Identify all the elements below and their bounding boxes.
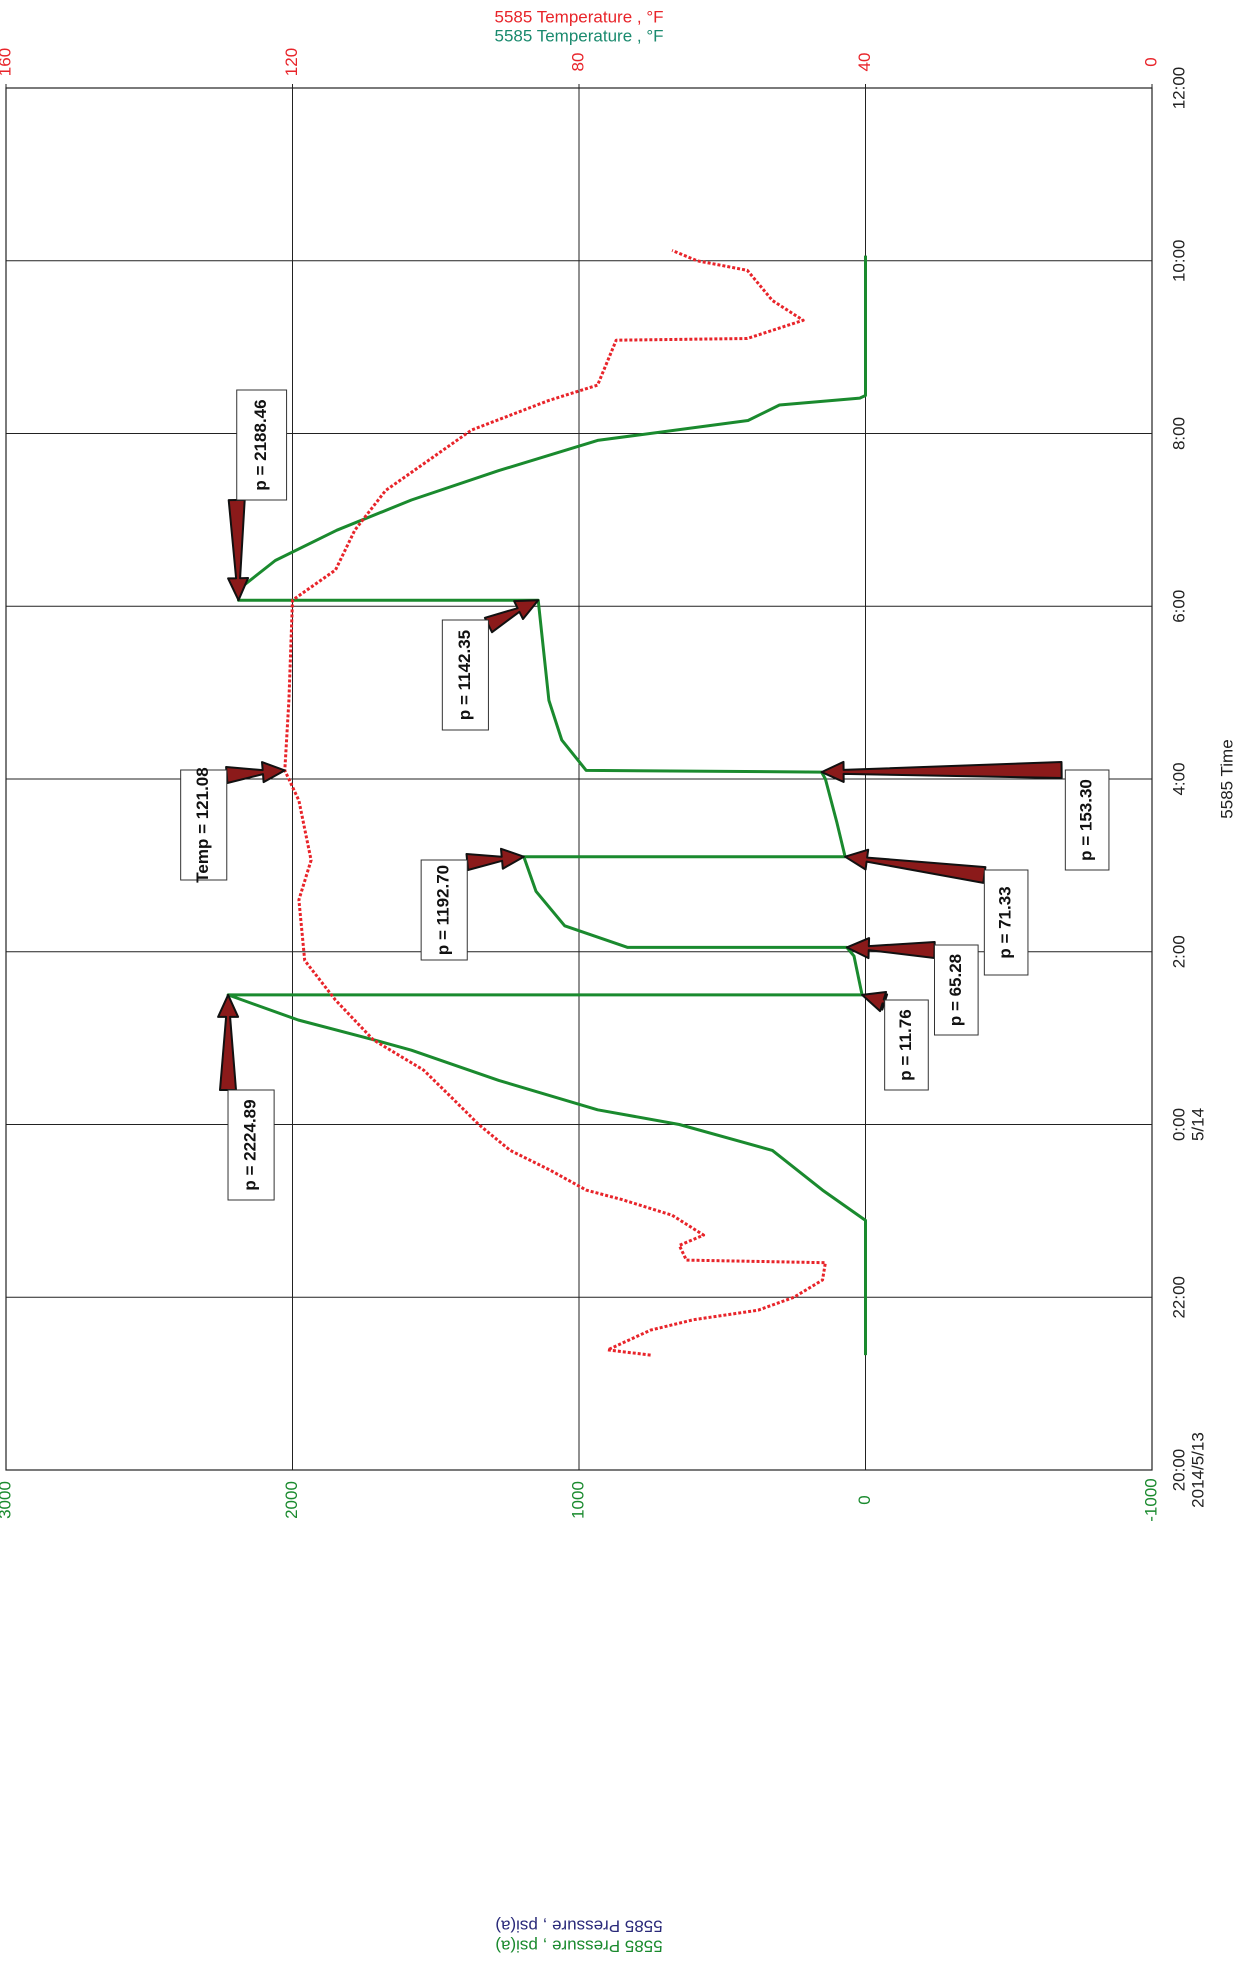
y2-tick-label: 80 — [568, 53, 587, 72]
annotation-arrow — [217, 993, 240, 1091]
annotation-box — [983, 869, 1029, 976]
series-line — [283, 249, 827, 1357]
annotation-arrow — [820, 760, 1063, 783]
y2-tick-label: 120 — [282, 48, 301, 76]
y-tick-label: 3000 — [0, 1481, 14, 1519]
time-axis-title: 5585 Time — [1217, 739, 1236, 818]
annotation-box — [1064, 769, 1110, 871]
annotation-label: p = 65.28 — [946, 954, 965, 1026]
temperature-title: 5585 Temperature , °F — [494, 7, 663, 26]
temperature-title-2: 5585 Temperature , °F — [494, 26, 663, 45]
x-tick-label: 2:00 — [1169, 935, 1188, 968]
annotation-box — [441, 619, 489, 731]
x-tick-label: 10:00 — [1169, 239, 1188, 282]
annotation-label: p = 153.30 — [1077, 779, 1096, 861]
y2-tick-label: 160 — [0, 48, 14, 76]
annotation-label: p = 1142.35 — [455, 630, 474, 720]
annotation-box — [236, 389, 288, 501]
annotation-label: Temp = 121.08 — [193, 767, 212, 882]
annotation-arrow — [845, 937, 936, 960]
x-tick-label: 6:00 — [1169, 590, 1188, 623]
annotation-label: p = 2188.46 — [251, 399, 270, 490]
x-tick-label: 22:00 — [1169, 1276, 1188, 1319]
annotation-box — [227, 1089, 275, 1201]
x-tick-sublabel: 2014/5/13 — [1188, 1432, 1207, 1508]
annotation-label: p = 1192.70 — [434, 865, 453, 955]
annotation-box — [884, 999, 929, 1091]
x-tick-sublabel: 5/14 — [1188, 1108, 1207, 1141]
annotation-arrow — [483, 599, 540, 634]
annotation-arrow — [844, 848, 987, 884]
annotation-box — [180, 769, 228, 881]
pressure-title-2: 5585 Pressure , psi(a) — [495, 1937, 662, 1956]
y-tick-label: 0 — [855, 1495, 874, 1504]
x-tick-label: 0:00 — [1169, 1108, 1188, 1141]
y2-tick-label: 0 — [1141, 57, 1160, 66]
annotation-arrow — [227, 498, 250, 602]
x-tick-label: 12:00 — [1169, 67, 1188, 110]
plot-frame — [5, 87, 1153, 1471]
y-tick-label: 2000 — [282, 1481, 301, 1519]
x-tick-label: 8:00 — [1169, 417, 1188, 450]
annotation-arrow — [861, 991, 889, 1013]
y2-tick-label: 40 — [855, 53, 874, 72]
annotation-label: p = 2224.89 — [241, 1099, 260, 1190]
annotation-box — [420, 859, 468, 961]
pressure-title: 5585 Pressure , psi(a) — [495, 1917, 662, 1936]
y-tick-label: -1000 — [1141, 1478, 1160, 1521]
series-line — [226, 255, 867, 1356]
annotation-box — [934, 944, 979, 1036]
x-tick-label: 4:00 — [1169, 762, 1188, 795]
annotation-arrow — [465, 847, 525, 871]
annotation-arrow — [225, 761, 286, 784]
x-tick-label: 20:00 — [1169, 1449, 1188, 1492]
annotation-label: p = 11.76 — [896, 1009, 915, 1080]
annotation-label: p = 71.33 — [996, 886, 1015, 958]
y-tick-label: 1000 — [568, 1481, 587, 1519]
